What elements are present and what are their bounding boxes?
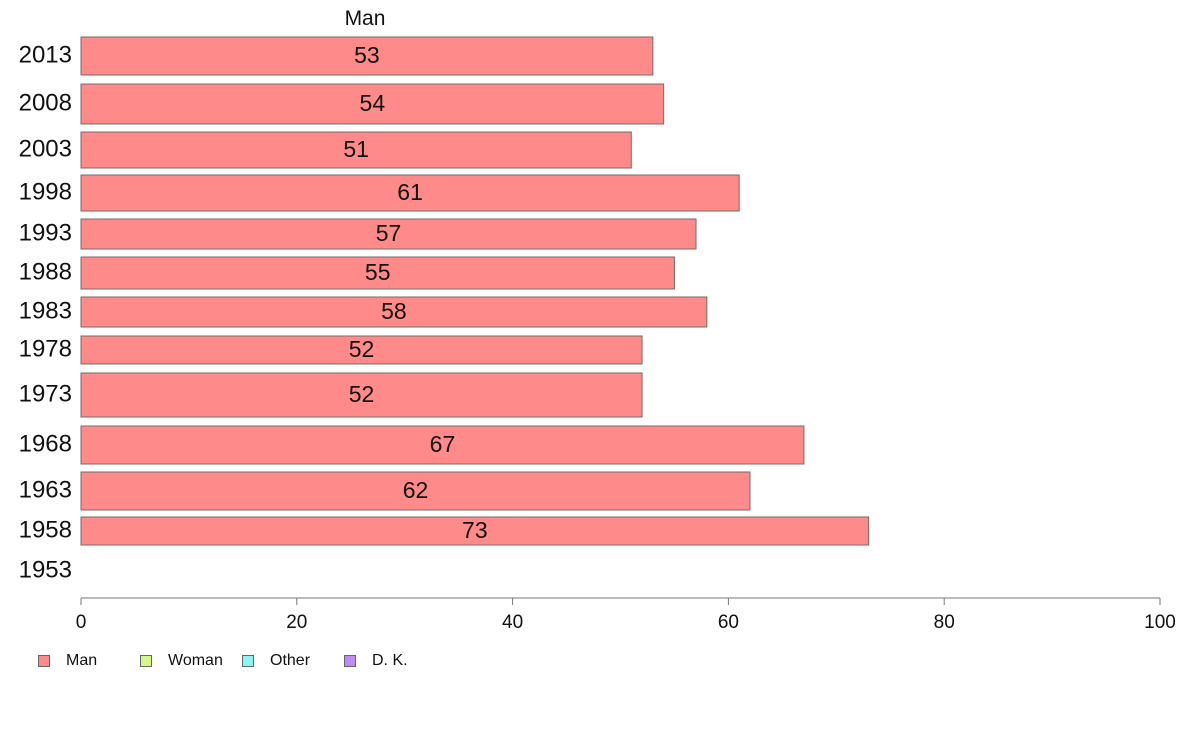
bar-value-label: 61	[397, 179, 423, 205]
x-tick-label: 0	[76, 612, 87, 633]
x-tick-label: 80	[934, 612, 955, 633]
bar	[80, 335, 643, 365]
category-label: 2013	[19, 41, 72, 68]
legend-label-other: Other	[270, 652, 311, 669]
bar	[80, 131, 632, 169]
category-label: 1953	[19, 556, 72, 583]
legend-swatch-other	[242, 655, 254, 667]
category-label: 1993	[19, 219, 72, 246]
bar	[80, 516, 870, 546]
category-label: 2003	[19, 135, 72, 162]
category-label: 1988	[19, 258, 72, 285]
bar-value-label: 52	[349, 336, 375, 362]
x-tick-label: 40	[502, 612, 523, 633]
x-tick-label: 60	[718, 612, 739, 633]
bar	[80, 471, 751, 511]
chart-title: Man	[345, 7, 386, 30]
bar	[80, 174, 740, 212]
bar-value-label: 53	[354, 42, 380, 68]
x-tick-label: 100	[1144, 612, 1176, 633]
legend: Man Woman Other D. K.	[38, 652, 426, 670]
legend-swatch-woman	[140, 655, 152, 667]
bar-value-label: 67	[430, 431, 456, 457]
x-tick-label: 20	[286, 612, 307, 633]
legend-label-woman: Woman	[168, 652, 223, 669]
bar	[80, 372, 643, 418]
legend-item-dk: D. K.	[344, 652, 408, 670]
legend-label-man: Man	[66, 652, 98, 669]
bar-value-label: 52	[349, 381, 375, 407]
bar-value-label: 54	[360, 90, 386, 116]
category-label: 1973	[19, 380, 72, 407]
category-label: 1963	[19, 476, 72, 503]
bar-value-label: 73	[462, 517, 488, 543]
bar	[80, 425, 805, 465]
legend-item-man: Man	[38, 652, 122, 670]
bar-value-label: 55	[365, 259, 391, 285]
bar	[80, 218, 697, 250]
x-axis: 0 20 40 60 80 100	[76, 597, 1176, 633]
category-label: 1978	[19, 335, 72, 362]
legend-item-other: Other	[242, 652, 326, 670]
category-label: 1983	[19, 297, 72, 324]
bar-value-label: 57	[376, 220, 402, 246]
legend-label-dk: D. K.	[372, 652, 408, 669]
legend-swatch-dk	[344, 655, 356, 667]
bar	[80, 36, 654, 76]
bars-group: 2013 53 2008 54 2003 51 1998 61 1993 57 1988 55 1983…	[19, 36, 870, 583]
bar	[80, 256, 675, 290]
category-label: 1958	[19, 516, 72, 543]
category-label: 1968	[19, 430, 72, 457]
category-label: 2008	[19, 89, 72, 116]
category-label: 1998	[19, 178, 72, 205]
bar	[80, 296, 708, 328]
bar-value-label: 62	[403, 477, 429, 503]
legend-swatch-man	[38, 655, 50, 667]
bar-value-label: 58	[381, 298, 407, 324]
bar	[80, 83, 665, 125]
legend-item-woman: Woman	[140, 652, 224, 670]
bar-value-label: 51	[343, 136, 369, 162]
